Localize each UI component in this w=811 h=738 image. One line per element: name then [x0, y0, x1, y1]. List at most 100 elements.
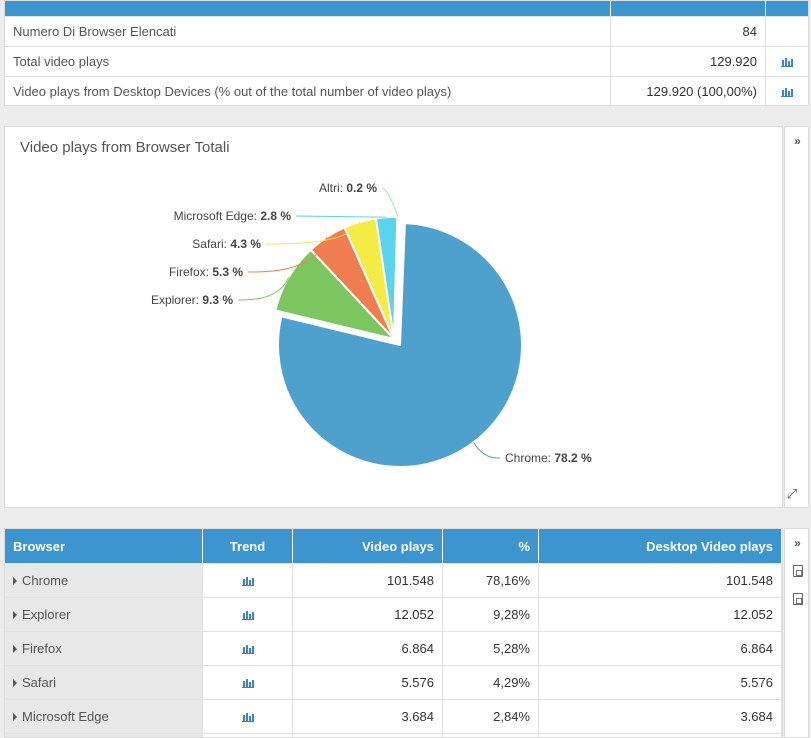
column-header-percent[interactable]: % — [443, 529, 539, 563]
pie-connector-line — [265, 221, 361, 245]
video-plays-cell: 101.548 — [293, 564, 443, 597]
table-row[interactable] — [5, 733, 782, 737]
trend-cell — [203, 734, 293, 737]
bar-chart-icon[interactable] — [241, 644, 254, 654]
bar-chart-icon[interactable] — [781, 87, 793, 97]
column-header-desktop-video-plays[interactable]: Desktop Video plays — [539, 529, 782, 563]
bar-chart-icon[interactable] — [241, 712, 254, 722]
summary-row: Video plays from Desktop Devices (% out … — [5, 76, 808, 106]
browser-name: Safari — [22, 675, 56, 690]
percent-cell: 4,29% — [443, 666, 539, 699]
percent-cell: 5,28% — [443, 632, 539, 665]
column-header-browser[interactable]: Browser — [5, 529, 203, 563]
percent-cell: 2,84% — [443, 700, 539, 733]
bar-chart-icon[interactable] — [241, 678, 254, 688]
browser-name: Microsoft Edge — [22, 709, 109, 724]
summary-table: Numero Di Browser Elencati 84 Total vide… — [4, 0, 809, 106]
summary-value: 84 — [611, 17, 766, 46]
pie-data-label: Chrome: 78.2 % — [505, 451, 592, 465]
summary-label: Video plays from Desktop Devices (% out … — [5, 77, 611, 106]
trend-cell — [203, 666, 293, 699]
excel-export-icon[interactable] — [785, 585, 810, 613]
expand-triangle-icon[interactable] — [13, 712, 17, 721]
percent-cell: 9,28% — [443, 598, 539, 631]
summary-label: Numero Di Browser Elencati — [5, 17, 611, 46]
chart-panel: Video plays from Browser Totali Chrome: … — [4, 126, 783, 508]
pie-connector-line — [295, 215, 387, 218]
chevron-double-right-icon[interactable]: » — [794, 536, 801, 550]
pie-slice-chrome[interactable] — [277, 222, 523, 468]
summary-label: Total video plays — [5, 47, 611, 76]
pie-label-value: 0.2 % — [346, 181, 377, 195]
column-header-video-plays[interactable]: Video plays — [293, 529, 443, 563]
trend-cell — [203, 598, 293, 631]
pie-chart: Chrome: 78.2 % Explorer: 9.3 % Firefox: 5.… — [151, 181, 592, 468]
summary-header — [5, 1, 808, 16]
trend-cell — [203, 700, 293, 733]
table-header: Browser Trend Video plays % Desktop Vide… — [5, 529, 782, 563]
pie-data-label: Firefox: 5.3 % — [169, 265, 243, 279]
desktop-video-plays-cell: 12.052 — [539, 598, 782, 631]
table-row[interactable]: Firefox 6.864 5,28% 6.864 — [5, 631, 782, 665]
column-header-trend[interactable]: Trend — [203, 529, 293, 563]
pie-data-label: Microsoft Edge: 2.8 % — [174, 209, 292, 223]
pdf-export-icon[interactable] — [785, 557, 810, 585]
browser-name: Firefox — [22, 641, 62, 656]
bar-chart-icon[interactable] — [241, 576, 254, 586]
browser-cell[interactable]: Chrome — [5, 564, 203, 597]
pie-data-label: Safari: 4.3 % — [192, 237, 261, 251]
desktop-video-plays-cell: 5.576 — [539, 666, 782, 699]
table-row[interactable]: Chrome 101.548 78,16% 101.548 — [5, 563, 782, 597]
desktop-video-plays-cell: 3.684 — [539, 700, 782, 733]
table-row[interactable]: Safari 5.576 4,29% 5.576 — [5, 665, 782, 699]
pie-label-category: Firefox: — [169, 265, 212, 279]
table-row[interactable]: Explorer 12.052 9,28% 12.052 — [5, 597, 782, 631]
summary-row: Numero Di Browser Elencati 84 — [5, 16, 808, 46]
browser-data-table: Browser Trend Video plays % Desktop Vide… — [4, 528, 783, 738]
pie-label-value: 2.8 % — [260, 209, 291, 223]
video-plays-cell: 3.684 — [293, 700, 443, 733]
video-plays-cell — [293, 734, 443, 737]
chart-title: Video plays from Browser Totali — [20, 139, 230, 156]
browser-name: Chrome — [22, 573, 69, 588]
pie-label-value: 5.3 % — [212, 265, 243, 279]
pie-connector-line — [381, 187, 399, 218]
video-plays-cell: 12.052 — [293, 598, 443, 631]
browser-cell[interactable]: Explorer — [5, 598, 203, 631]
video-plays-cell: 6.864 — [293, 632, 443, 665]
chevron-double-right-icon[interactable]: » — [794, 134, 801, 148]
browser-name: Explorer — [22, 607, 71, 622]
table-row[interactable]: Microsoft Edge 3.684 2,84% 3.684 — [5, 699, 782, 733]
browser-cell[interactable] — [5, 734, 203, 737]
percent-cell — [443, 734, 539, 737]
bar-chart-icon[interactable] — [241, 610, 254, 620]
summary-value: 129.920 — [611, 47, 766, 76]
pie-label-category: Altri: — [319, 181, 346, 195]
pie-connector-line — [473, 442, 501, 459]
pie-label-value: 4.3 % — [230, 237, 261, 251]
pie-label-value: 9.3 % — [202, 293, 233, 307]
summary-value: 129.920 (100,00%) — [611, 77, 766, 106]
expand-triangle-icon[interactable] — [13, 644, 17, 653]
pie-label-value: 78.2 % — [554, 451, 592, 465]
desktop-video-plays-cell: 101.548 — [539, 564, 782, 597]
browser-cell[interactable]: Firefox — [5, 632, 203, 665]
pie-connector-line — [237, 277, 290, 301]
browser-cell[interactable]: Safari — [5, 666, 203, 699]
video-plays-cell: 5.576 — [293, 666, 443, 699]
table-side-panel: » — [784, 528, 809, 738]
expand-triangle-icon[interactable] — [13, 610, 17, 619]
chart-side-panel: » — [784, 126, 809, 508]
expand-triangle-icon[interactable] — [13, 678, 17, 687]
trend-cell — [203, 632, 293, 665]
pie-label-category: Chrome: — [505, 451, 554, 465]
desktop-video-plays-cell: 6.864 — [539, 632, 782, 665]
pie-connector-line — [247, 237, 328, 273]
bar-chart-icon[interactable] — [781, 57, 793, 67]
pie-data-label: Altri: 0.2 % — [319, 181, 377, 195]
summary-row: Total video plays 129.920 — [5, 46, 808, 76]
expand-triangle-icon[interactable] — [13, 576, 17, 585]
browser-cell[interactable]: Microsoft Edge — [5, 700, 203, 733]
expand-arrows-icon[interactable]: ⤢ — [786, 486, 798, 501]
pie-slice-altri[interactable] — [393, 216, 400, 340]
